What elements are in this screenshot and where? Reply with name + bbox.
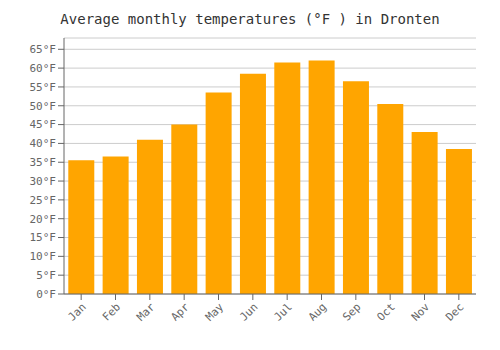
svg-text:65°F: 65°F bbox=[30, 43, 57, 56]
svg-text:Apr: Apr bbox=[169, 300, 193, 324]
svg-text:40°F: 40°F bbox=[30, 137, 57, 150]
svg-text:45°F: 45°F bbox=[30, 118, 57, 131]
svg-text:55°F: 55°F bbox=[30, 81, 57, 94]
svg-text:5°F: 5°F bbox=[36, 269, 56, 282]
svg-text:Jun: Jun bbox=[237, 300, 260, 323]
html-text:Average monthly temperatures (: Average monthly temperatures (°F ) in Dr… bbox=[60, 11, 440, 27]
svg-text:10°F: 10°F bbox=[30, 250, 57, 263]
svg-text:Jan: Jan bbox=[66, 300, 89, 323]
svg-text:Aug: Aug bbox=[306, 300, 329, 323]
svg-text:60°F: 60°F bbox=[30, 62, 57, 75]
svg-text:0°F: 0°F bbox=[36, 288, 56, 301]
svg-text:Sep: Sep bbox=[340, 300, 363, 323]
svg-text:15°F: 15°F bbox=[30, 231, 57, 244]
svg-text:35°F: 35°F bbox=[30, 156, 57, 169]
svg-text:20°F: 20°F bbox=[30, 213, 57, 226]
svg-text:50°F: 50°F bbox=[30, 100, 57, 113]
svg-text:Dec: Dec bbox=[443, 300, 466, 323]
svg-text:Jul: Jul bbox=[272, 300, 295, 323]
svg-text:May: May bbox=[203, 300, 227, 324]
svg-text:25°F: 25°F bbox=[30, 194, 57, 207]
svg-text:Mar: Mar bbox=[134, 300, 158, 324]
svg-text:30°F: 30°F bbox=[30, 175, 57, 188]
svg-text:Oct: Oct bbox=[375, 300, 398, 323]
svg-text:Nov: Nov bbox=[409, 300, 433, 324]
svg-text:Feb: Feb bbox=[100, 300, 123, 323]
